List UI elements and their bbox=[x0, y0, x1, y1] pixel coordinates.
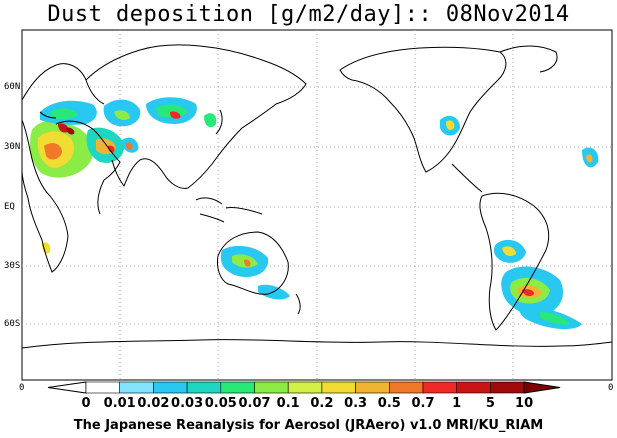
coast-east-africa bbox=[55, 120, 121, 215]
colorbar-swatch bbox=[85, 381, 121, 394]
colorbar-swatch bbox=[153, 381, 188, 394]
lon-label-left: 0 bbox=[19, 383, 25, 393]
colorbar-tick-label: 5 bbox=[485, 396, 495, 411]
colorbar-swatch bbox=[490, 381, 525, 394]
coastlines bbox=[21, 44, 613, 349]
map-title: Dust deposition [g/m2/day]:: 08Nov2014 bbox=[47, 2, 570, 27]
colorbar-tick-label: 0.2 bbox=[310, 396, 334, 411]
coast-australia bbox=[217, 231, 289, 295]
colorbar-swatch bbox=[422, 381, 458, 394]
lat-label-60n: 60N bbox=[4, 82, 21, 92]
colorbar-tick-label: 0.02 bbox=[137, 396, 170, 411]
lat-label-eq: EQ bbox=[4, 202, 15, 212]
colorbar-tick-label: 0.07 bbox=[238, 396, 271, 411]
coast-greenland bbox=[499, 45, 558, 73]
colorbar-tick-label: 0.05 bbox=[204, 396, 237, 411]
coast-north-america bbox=[339, 46, 507, 173]
coast-indonesia bbox=[195, 197, 263, 223]
lat-label-30s: 30S bbox=[4, 261, 21, 271]
lon-label-right: 0 bbox=[608, 383, 614, 393]
colorbar-swatch bbox=[220, 381, 255, 394]
colorbar-tick-label: 0.03 bbox=[171, 396, 204, 411]
colorbar-swatch bbox=[355, 381, 390, 394]
colorbar-arrow-low bbox=[47, 381, 87, 394]
dust-shading bbox=[30, 97, 599, 330]
colorbar-tick-label: 0 bbox=[81, 396, 91, 411]
colorbar-swatch bbox=[321, 381, 356, 394]
colorbar-swatch bbox=[287, 381, 323, 394]
lat-label-60s: 60S bbox=[4, 319, 21, 329]
colorbar-swatch bbox=[119, 381, 154, 394]
colorbar-swatch bbox=[388, 381, 424, 394]
coast-japan bbox=[215, 109, 223, 135]
coast-asia bbox=[85, 44, 307, 189]
colorbar-tick-label: 0.3 bbox=[344, 396, 368, 411]
colorbar-arrow-high bbox=[523, 381, 561, 394]
colorbar-tick-label: 0.5 bbox=[377, 396, 401, 411]
colorbar bbox=[47, 381, 561, 394]
coast-new-zealand bbox=[295, 293, 301, 315]
colorbar-swatch bbox=[186, 381, 222, 394]
coast-central-america bbox=[451, 163, 483, 193]
colorbar-tick-label: 1 bbox=[452, 396, 462, 411]
coast-antarctica bbox=[21, 339, 613, 349]
coast-africa-europe bbox=[21, 63, 105, 273]
colorbar-tick-label: 0.01 bbox=[103, 396, 136, 411]
coast-south-america bbox=[479, 192, 550, 331]
footer-credit: The Japanese Reanalysis for Aerosol (JRA… bbox=[73, 418, 544, 433]
colorbar-swatch bbox=[254, 381, 289, 394]
colorbar-swatch bbox=[456, 381, 491, 394]
colorbar-tick-label: 0.7 bbox=[411, 396, 435, 411]
dust-patch-southern-africa bbox=[42, 242, 51, 254]
lat-label-30n: 30N bbox=[4, 142, 21, 152]
dust-patch-japan bbox=[204, 113, 217, 128]
colorbar-tick-label: 10 bbox=[515, 396, 534, 411]
map-frame bbox=[21, 29, 613, 381]
colorbar-tick-label: 0.1 bbox=[276, 396, 300, 411]
